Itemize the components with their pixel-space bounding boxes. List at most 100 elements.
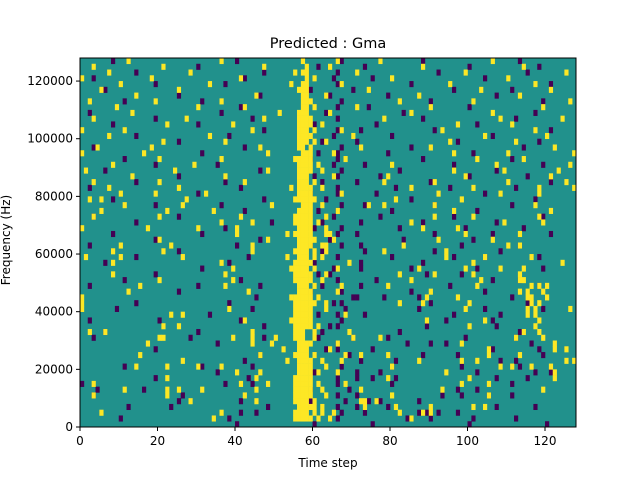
heatmap-cell-high [533, 81, 538, 88]
heatmap-cell-high [316, 323, 321, 330]
y-tick-label: 80000 [35, 189, 73, 203]
heatmap-cell-high [308, 219, 313, 226]
heatmap-cell-low [335, 81, 340, 88]
heatmap-cell-high [235, 230, 240, 238]
plot-frame [79, 57, 577, 428]
heatmap-cell-high [300, 104, 306, 111]
heatmap-cell-high [390, 75, 395, 82]
heatmap-cell-high [382, 248, 387, 255]
heatmap-cell-low [421, 259, 426, 266]
heatmap-cell-high [297, 138, 302, 145]
heatmap-cell-high [300, 138, 306, 145]
heatmap-cell-high [300, 317, 306, 324]
heatmap-cell-high [521, 328, 526, 336]
heatmap-cell-high [475, 282, 480, 289]
heatmap-cell-low [324, 196, 329, 203]
heatmap-cell-low [510, 202, 515, 209]
heatmap-cell-high [339, 190, 344, 197]
heatmap-cell-high [541, 334, 546, 341]
heatmap-cell-low [335, 254, 340, 261]
heatmap-cell-high [324, 248, 329, 255]
heatmap-cell-high [304, 277, 309, 284]
heatmap-cell-high [300, 409, 306, 416]
heatmap-cell-low [378, 369, 383, 376]
heatmap-cell-high [192, 161, 197, 168]
heatmap-cell-low [111, 58, 116, 65]
heatmap-cell-high [297, 144, 302, 151]
heatmap-cell-low [316, 63, 321, 70]
heatmap-cell-low [428, 340, 433, 347]
heatmap-cell-high [436, 236, 441, 243]
heatmap-cell-low [207, 311, 213, 318]
heatmap-cell-low [111, 230, 116, 238]
heatmap-cell-high [145, 340, 151, 347]
heatmap-cell-high [324, 305, 329, 312]
heatmap-cell-high [83, 167, 89, 174]
heatmap-cell-high [390, 363, 395, 370]
heatmap-cell-high [300, 254, 306, 261]
heatmap-cell-high [556, 167, 561, 174]
heatmap-cell-high [486, 352, 492, 359]
heatmap-cell-low [432, 248, 437, 255]
heatmap-cell-high [308, 144, 313, 151]
heatmap-cell-high [308, 259, 313, 266]
heatmap-cell-high [304, 138, 309, 145]
heatmap-cell-low [111, 121, 116, 128]
heatmap-cell-high [483, 317, 488, 324]
heatmap-cell-low [405, 340, 410, 347]
heatmap-cell-low [351, 86, 356, 93]
heatmap-cell-high [304, 271, 309, 278]
heatmap-cell-high [362, 398, 368, 405]
heatmap-cell-high [165, 121, 170, 128]
heatmap-cell-high [219, 409, 224, 416]
heatmap-cell-high [91, 63, 96, 70]
heatmap-cell-high [300, 184, 306, 191]
heatmap-cell-high [304, 156, 309, 163]
heatmap-cell-high [80, 305, 85, 312]
heatmap-cell-low [238, 409, 244, 416]
heatmap-cell-high [300, 305, 306, 312]
heatmap-cell-high [262, 115, 267, 122]
heatmap-cell-high [289, 184, 294, 191]
x-tick-label: 20 [150, 434, 165, 448]
heatmap-cell-low [359, 357, 364, 364]
heatmap-cell-high [165, 207, 170, 214]
heatmap-cell-high [324, 363, 329, 370]
heatmap-cell-high [320, 277, 325, 284]
heatmap-cell-high [118, 190, 123, 197]
heatmap-cell-high [347, 259, 352, 266]
heatmap-cell-low [134, 300, 139, 307]
heatmap-cell-low [111, 196, 116, 203]
heatmap-cell-low [498, 248, 503, 255]
heatmap-cell-low [510, 156, 515, 163]
heatmap-cell-low [421, 352, 426, 359]
heatmap-cell-high [428, 104, 433, 111]
heatmap-cell-low [355, 179, 360, 186]
heatmap-cell-high [304, 81, 309, 88]
heatmap-cell-high [521, 156, 526, 163]
heatmap-cell-high [525, 288, 530, 295]
heatmap-cell-high [537, 328, 542, 336]
heatmap-cell-high [180, 202, 185, 209]
heatmap-cell-high [297, 294, 302, 301]
heatmap-cell-low [390, 132, 395, 140]
heatmap-cell-high [297, 323, 302, 330]
heatmap-cell-low [498, 357, 503, 364]
heatmap-cell-high [297, 219, 302, 226]
heatmap-cell-high [238, 75, 244, 82]
heatmap-cell-high [297, 230, 302, 238]
heatmap-cell-high [250, 334, 255, 341]
heatmap-cell-low [200, 98, 205, 105]
heatmap-cell-low [483, 75, 488, 82]
heatmap-cell-low [331, 75, 337, 82]
heatmap-cell-low [436, 69, 441, 76]
heatmap-cell-high [537, 213, 542, 220]
y-tick-label: 120000 [27, 74, 73, 88]
heatmap-cell-high [517, 242, 523, 249]
heatmap-cell-low [362, 63, 368, 70]
heatmap-cell-low [355, 369, 360, 376]
heatmap-cell-high [157, 179, 162, 186]
heatmap-cell-low [269, 219, 275, 226]
heatmap-cell-high [568, 161, 573, 168]
heatmap-cell-low [428, 179, 433, 186]
